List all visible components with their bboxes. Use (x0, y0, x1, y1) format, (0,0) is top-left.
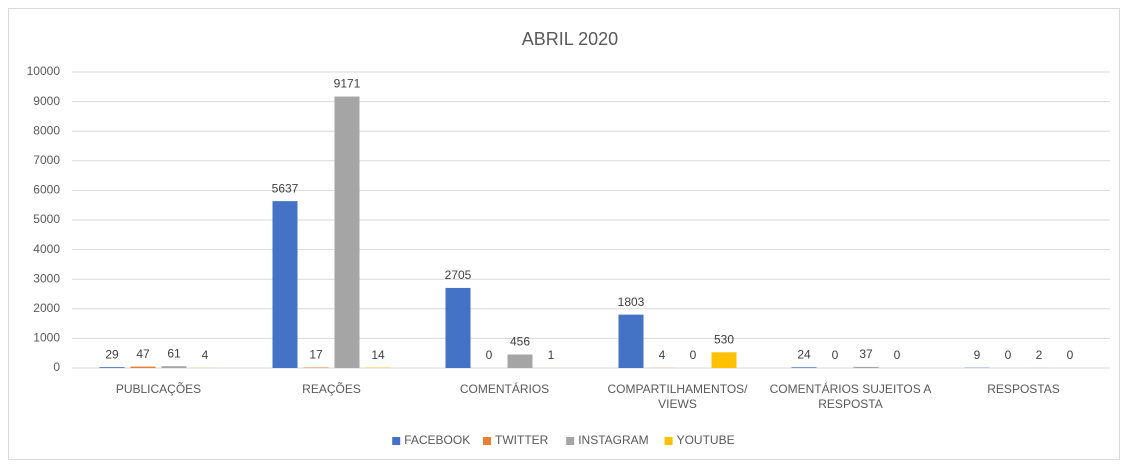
data-label: 0 (1067, 348, 1074, 362)
data-label: 4 (659, 348, 666, 362)
bar (99, 367, 125, 368)
data-label: 9171 (334, 77, 361, 91)
y-tick-label: 0 (53, 360, 60, 374)
x-tick-label: COMENTÁRIOS SUJEITOS A RESPOSTA (769, 382, 932, 411)
data-label: 1803 (618, 295, 645, 309)
data-label: 530 (714, 332, 734, 346)
bar (272, 201, 298, 368)
data-label: 1 (548, 348, 555, 362)
bar (130, 366, 156, 368)
y-tick-label: 2000 (33, 301, 60, 315)
data-label: 2 (1036, 348, 1043, 362)
legend-swatch (566, 437, 575, 445)
x-tick-label: PUBLICAÇÕES (115, 382, 202, 396)
data-label: 29 (105, 347, 119, 361)
y-tick-label: 10000 (27, 64, 61, 78)
bar (711, 352, 737, 368)
x-tick-label: RESPOSTAS (987, 382, 1060, 396)
bar (161, 366, 187, 368)
x-tick-label: COMPARTILHAMENTOS/ VIEWS (607, 382, 748, 411)
y-tick-label: 5000 (33, 212, 60, 226)
data-label: 0 (1005, 348, 1012, 362)
legend-swatch (664, 437, 673, 445)
x-tick-label: COMENTÁRIOS (459, 382, 550, 396)
legend-swatch (483, 437, 491, 445)
x-tick-label: REAÇÕES (302, 382, 361, 396)
legend-swatch (392, 437, 401, 445)
y-tick-label: 6000 (33, 183, 60, 197)
data-label: 5637 (272, 181, 299, 195)
data-label: 9 (974, 348, 981, 362)
data-label: 47 (136, 347, 150, 361)
bar (507, 354, 533, 368)
data-label: 4 (202, 348, 209, 362)
data-label: 0 (690, 348, 697, 362)
data-label: 61 (167, 346, 181, 360)
data-label: 24 (797, 347, 811, 361)
data-label: 2705 (445, 268, 472, 282)
data-label: 0 (832, 348, 839, 362)
legend-label: FACEBOOK (404, 433, 470, 447)
y-tick-label: 4000 (33, 242, 60, 256)
data-label: 0 (486, 348, 493, 362)
legend-label: TWITTER (495, 433, 549, 447)
bar (445, 287, 471, 368)
legend-label: YOUTUBE (677, 433, 735, 447)
bar (853, 366, 879, 368)
data-label: 37 (859, 347, 873, 361)
y-tick-label: 8000 (33, 123, 60, 137)
y-tick-label: 1000 (33, 331, 60, 345)
y-tick-label: 3000 (33, 271, 60, 285)
bar (791, 367, 817, 368)
data-label: 456 (510, 335, 530, 349)
data-label: 14 (371, 348, 385, 362)
chart-title: ABRIL 2020 (522, 29, 618, 49)
legend-label: INSTAGRAM (578, 433, 648, 447)
chart-border (8, 8, 1120, 460)
data-label: 17 (309, 348, 323, 362)
bar (334, 96, 360, 369)
y-tick-label: 9000 (33, 94, 60, 108)
bar (618, 314, 644, 368)
bar (303, 367, 329, 368)
data-label: 0 (894, 348, 901, 362)
y-tick-label: 7000 (33, 153, 60, 167)
